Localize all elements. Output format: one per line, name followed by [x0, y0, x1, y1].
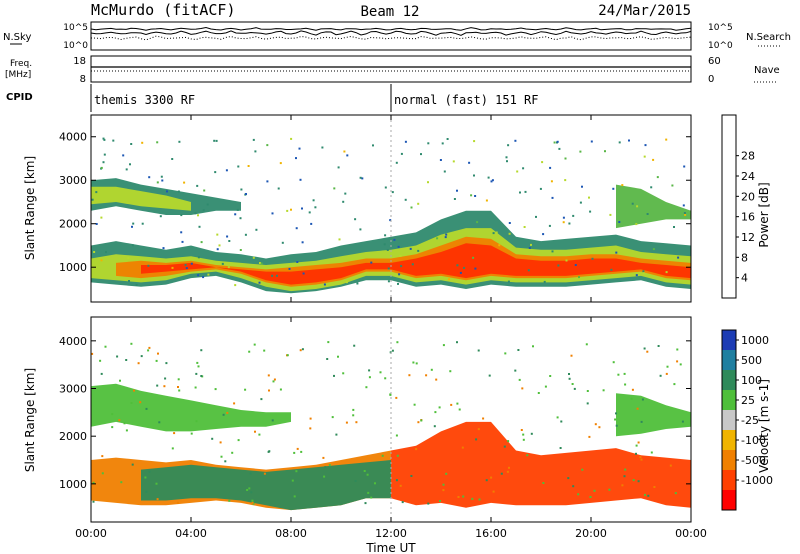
velocity-colorbar-tick-4: -25	[741, 414, 759, 427]
velocity-band-1	[141, 460, 391, 511]
cpid-segment-0: themis 3300 RF	[94, 93, 195, 107]
nsearch-tick-bottom: 10^0	[708, 41, 733, 51]
x-tick-label-4: 16:00	[475, 527, 507, 540]
freq-tick-bottom: 8	[80, 74, 86, 85]
velocity-colorbar-swatch-0	[722, 330, 736, 351]
nsky-line-1	[90, 26, 692, 31]
velocity-band-4	[616, 393, 691, 437]
power-colorbar: 4 8 12 16 20 24 28	[721, 114, 755, 299]
velocity-colorbar-swatch-1	[722, 350, 736, 371]
velocity-colorbar-swatch-3	[722, 390, 736, 411]
velocity-colorbar-label: Velocity [m s-1]	[757, 379, 771, 473]
velocity-colorbar-swatch-2	[722, 370, 736, 391]
nave-tick-top: 60	[708, 56, 721, 67]
date-title: 24/Mar/2015	[598, 3, 691, 19]
velocity-colorbar-tick-3: 25	[741, 394, 755, 407]
velocity-colorbar-tick-0: 1000	[741, 334, 769, 347]
velocity-colorbar-swatch-7	[722, 470, 736, 491]
power-band-6	[616, 184, 691, 229]
power-colorbar-tick-4: 20	[741, 190, 755, 203]
nsearch-line	[90, 35, 692, 41]
velocity-colorbar-tick-2: 100	[741, 374, 762, 387]
nsky-tick-top: 10^5	[63, 23, 88, 33]
power-colorbar-tick-1: 8	[741, 251, 748, 264]
velocity-ytick-label-3: 4000	[59, 335, 87, 348]
nave-label: Nave	[754, 65, 780, 76]
velocity-band-3	[91, 383, 291, 432]
velocity-colorbar-tick-6: -500	[741, 454, 766, 467]
power-band-3	[141, 243, 691, 285]
velocity-colorbar-tick-1: 500	[741, 354, 762, 367]
power-ytick-label-0: 1000	[59, 261, 87, 274]
power-ytick-label-1: 2000	[59, 218, 87, 231]
power-colorbar-label: Power [dB]	[757, 182, 771, 247]
velocity-colorbar-swatch-8	[722, 490, 736, 511]
freq-tick-top: 18	[73, 56, 86, 67]
nsearch-label: N.Search	[746, 32, 791, 43]
power-ytick-label-3: 4000	[59, 131, 87, 144]
xlabel: Time UT	[365, 541, 416, 554]
velocity-colorbar-tick-5: -100	[741, 434, 766, 447]
power-panel: 1000 2000 3000 4000	[59, 114, 692, 303]
freq-unit-label: [MHz]	[5, 70, 31, 80]
x-tick-label-2: 08:00	[275, 527, 307, 540]
x-tick-label-1: 04:00	[175, 527, 207, 540]
x-tick-label-6: 00:00	[675, 527, 707, 540]
nsky-panel	[90, 21, 692, 51]
power-ytick-label-2: 3000	[59, 174, 87, 187]
power-band-5	[91, 186, 191, 211]
power-colorbar-tick-5: 24	[741, 170, 755, 183]
velocity-scatter	[91, 341, 684, 505]
power-colorbar-tick-6: 28	[741, 150, 755, 163]
velocity-colorbar-tick-7: -1000	[741, 474, 773, 487]
nave-tick-bottom: 0	[708, 74, 714, 85]
velocity-panel: 1000 2000 3000 4000	[59, 316, 692, 523]
nsky-label: N.Sky	[3, 32, 31, 43]
velocity-ytick-label-2: 3000	[59, 383, 87, 396]
power-scatter	[91, 137, 687, 287]
velocity-colorbar-swatch-4	[722, 410, 736, 431]
velocity-colorbar-swatch-5	[722, 430, 736, 451]
freq-label: Freq.	[10, 59, 32, 69]
power-ylabel: Slant Range [km]	[23, 156, 37, 260]
cpid-segment-1: normal (fast) 151 RF	[394, 93, 539, 107]
power-colorbar-tick-3: 16	[741, 211, 755, 224]
power-colorbar-tick-2: 12	[741, 231, 755, 244]
velocity-colorbar: 1000 500 100 25 -25 -100 -500 -1000	[721, 329, 773, 511]
velocity-ytick-label-0: 1000	[59, 478, 87, 491]
nsky-tick-bottom: 10^0	[63, 41, 88, 51]
velocity-ytick-label-1: 2000	[59, 430, 87, 443]
station-title: McMurdo (fitACF)	[91, 1, 236, 19]
velocity-colorbar-swatch-6	[722, 450, 736, 471]
nsearch-tick-top: 10^5	[708, 23, 733, 33]
velocity-band-2	[391, 421, 691, 508]
x-axis: 00:00 04:00 08:00 12:00 16:00 20:00 00:00	[75, 527, 707, 540]
cpid-label: CPID	[6, 92, 33, 103]
x-tick-label-5: 20:00	[575, 527, 607, 540]
power-colorbar-tick-0: 4	[741, 272, 748, 285]
freq-panel	[90, 55, 692, 83]
x-tick-label-0: 00:00	[75, 527, 107, 540]
velocity-ylabel: Slant Range [km]	[23, 368, 37, 472]
cpid-panel: themis 3300 RF normal (fast) 151 RF	[90, 84, 539, 112]
x-tick-label-3: 12:00	[375, 527, 407, 540]
nsky-line-2	[90, 30, 692, 36]
beam-title: Beam 12	[360, 4, 419, 20]
